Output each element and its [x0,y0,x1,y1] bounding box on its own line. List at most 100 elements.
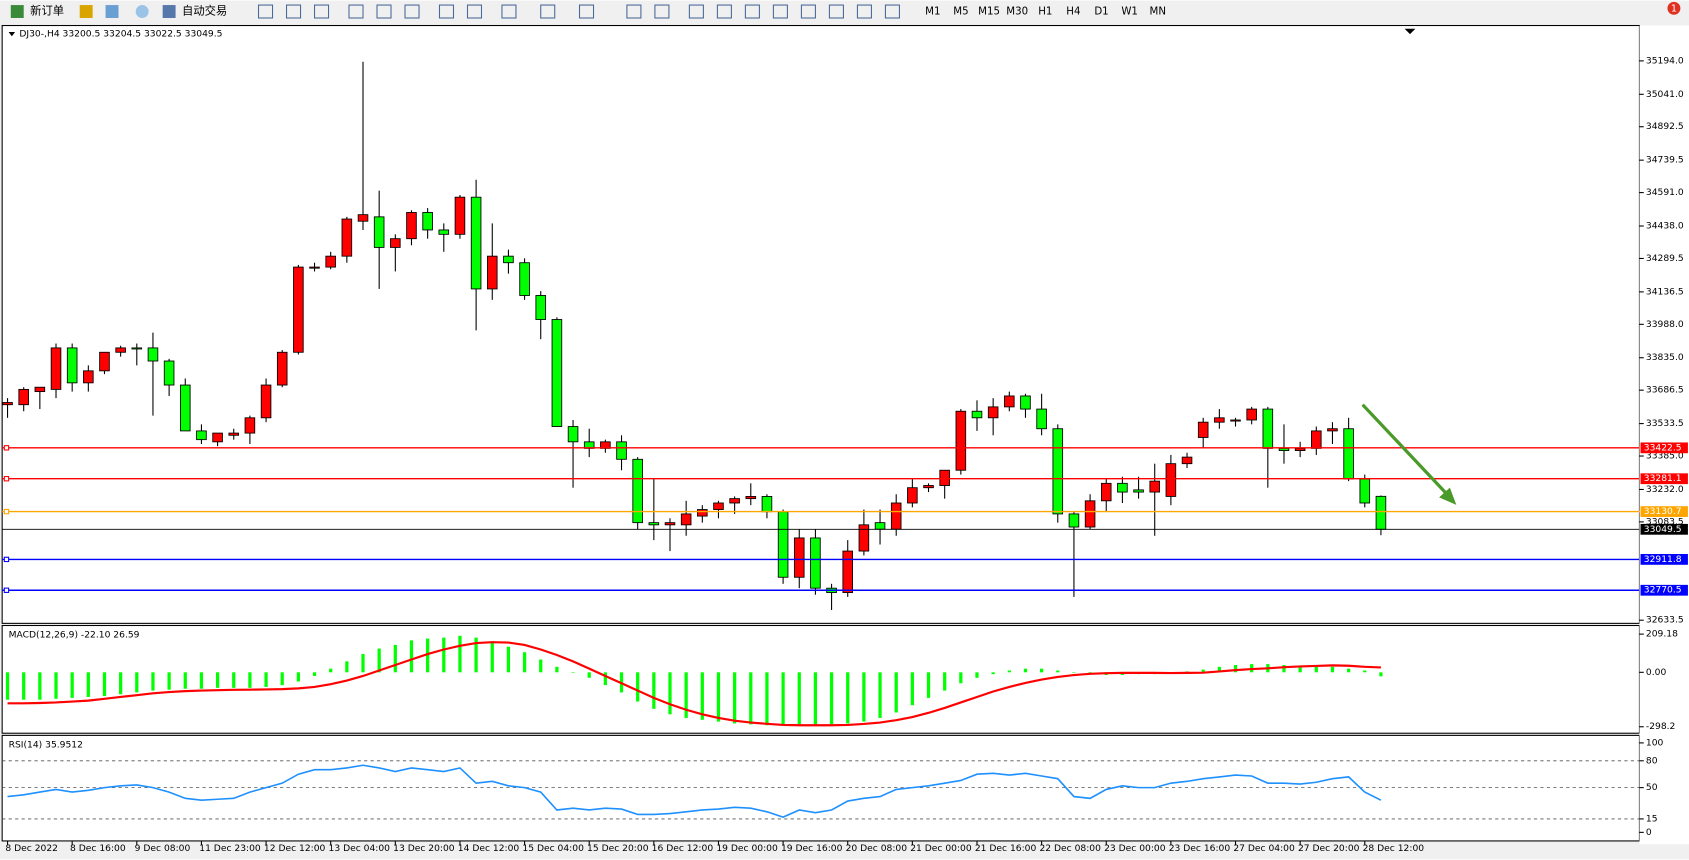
candle-body [1020,395,1031,410]
timeframe-button[interactable]: W1 [1121,7,1138,18]
candle-body [131,347,143,350]
auto-trading-button[interactable]: 自动交易 [182,4,227,18]
macd-bar [5,672,10,700]
y-tick-label: 34136.5 [1646,287,1684,297]
tool-button[interactable] [438,4,455,19]
y-tick-label: 33083.5 [1646,517,1684,527]
level-handle [3,508,10,515]
candle-body [1084,500,1096,528]
tool-icon[interactable] [105,5,119,18]
x-tick-label: 16 Dec 12:00 [652,844,714,854]
y-tick-label: 33835.0 [1646,353,1684,363]
timeframe-button[interactable]: MN [1150,7,1166,18]
x-tick-label: 19 Dec 16:00 [781,844,843,854]
tool-button[interactable] [540,4,556,19]
candle-body [761,496,773,513]
tool-button[interactable] [466,4,483,19]
level-handle [3,445,10,451]
timeframe-button[interactable]: M30 [1006,7,1028,18]
macd-bar [555,666,559,673]
macd-bar [22,672,26,700]
timeframe-button[interactable]: M15 [978,7,1000,18]
tool-button[interactable] [257,4,274,19]
tool-button[interactable] [626,4,642,19]
macd-bar [636,672,640,702]
tool-button[interactable] [654,4,670,19]
timeframe-button[interactable]: M1 [925,7,940,18]
tool-button[interactable] [313,4,330,19]
toolbar: 新订单 自动交易 M1 M5 M15 M30 H1 H4 D1 W1 MN 1 [0,0,1689,23]
current-price-tag [1640,523,1688,535]
x-tick-label: 12 Dec 12:00 [264,844,326,854]
candle-body [470,196,482,290]
macd-bar [926,672,931,698]
notification-badge[interactable] [1667,1,1681,15]
tool-button[interactable] [884,4,900,19]
tool-button[interactable] [376,4,392,19]
macd-bar [345,661,349,673]
macd-bar [329,668,333,673]
auto-trading-icon[interactable] [162,5,176,18]
y-tick-label: 34438.0 [1646,222,1684,232]
tool-button[interactable] [578,4,595,19]
x-tick-label: 15 Dec 20:00 [587,844,649,854]
macd-bar [959,672,963,684]
timeframe-button[interactable]: D1 [1094,7,1108,18]
tool-icon[interactable] [79,5,93,18]
macd-bar [393,644,397,673]
timeframe-button[interactable]: H4 [1066,7,1080,18]
chart-tools [257,4,900,19]
macd-bar [1217,666,1221,673]
tool-button[interactable] [404,4,420,19]
macd-bar [38,672,42,700]
macd-bar [991,672,995,675]
candle-body [1327,428,1338,432]
tool-button[interactable] [348,4,364,19]
candle-body [1181,456,1193,465]
tool-button[interactable] [800,4,816,19]
tool-button[interactable] [772,4,788,19]
candle-body [357,214,369,222]
new-order-button[interactable]: 新订单 [30,4,64,18]
level-tag [1640,506,1688,517]
tool-button[interactable] [501,4,517,19]
macd-bar [1201,669,1205,673]
tool-button[interactable] [828,4,844,19]
macd-bar [1233,665,1238,673]
charts: 35194.0 35041.0 34892.5 34739.5 34591.0 34438… [1,24,1689,854]
y-tick-label: 35194.0 [1646,56,1684,66]
candle-body [1197,421,1209,438]
new-order-icon[interactable] [10,5,24,18]
candle-body [1262,408,1274,449]
candle-body [890,502,902,530]
timeframe-button[interactable]: M5 [953,7,968,18]
macd-bar [652,672,656,709]
current-price-label: 33049.5 [1644,525,1682,535]
y-tick-label: -298.2 [1646,722,1675,732]
macd-bar [1330,666,1335,673]
tool-button[interactable] [856,4,872,19]
tool-button[interactable] [744,4,760,19]
macd-bar [1023,668,1028,673]
macd-bar [829,672,834,725]
candle-body [632,458,643,524]
timeframe-button[interactable]: H1 [1038,7,1052,18]
tool-button[interactable] [716,4,732,19]
panel [1,624,1640,734]
candle-body [1165,463,1177,497]
rsi-line [7,764,1382,819]
y-tick-label: 209.18 [1646,630,1678,640]
x-tick-label: 11 Dec 23:00 [199,844,261,854]
tool-icon[interactable] [135,5,149,18]
candle-body [793,537,805,578]
candle-body [244,417,256,434]
notification-count: 1 [1671,3,1677,14]
macd-bar [894,672,898,713]
macd-bar [846,672,850,724]
candle-body [293,266,304,353]
toolbar-bg [0,0,1689,23]
tool-button[interactable] [285,4,302,19]
candle-body [987,406,999,419]
y-tick-label: 33686.5 [1646,386,1684,396]
tool-button[interactable] [688,4,704,19]
